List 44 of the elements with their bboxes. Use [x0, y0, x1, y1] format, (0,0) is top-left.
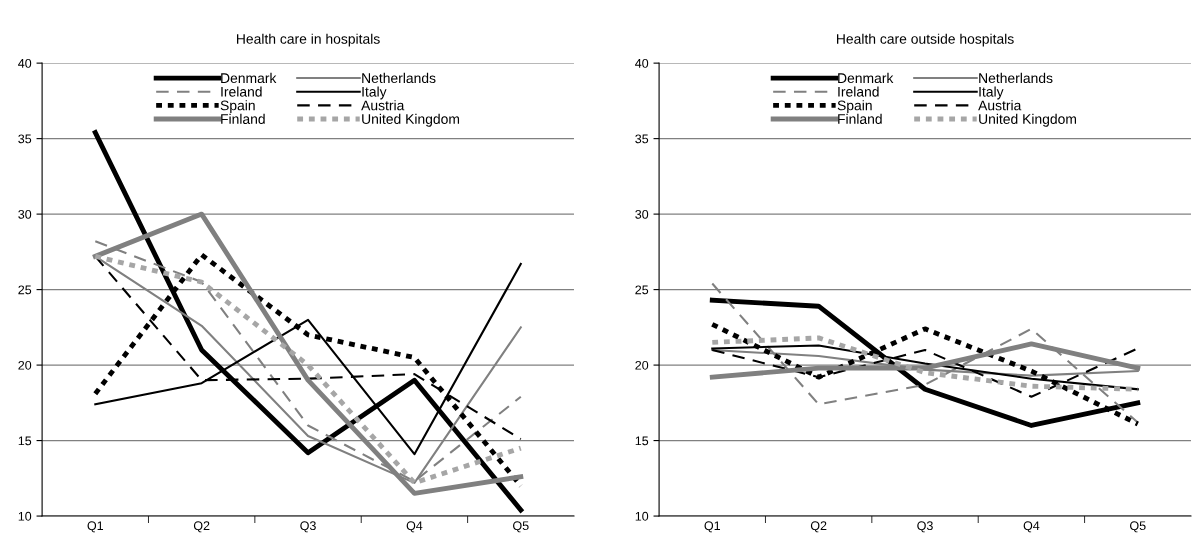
chart-title: Health care outside hospitals	[837, 33, 1014, 47]
y-tick-label: 30	[635, 209, 649, 219]
line-series	[709, 335, 1141, 392]
y-tick-label: 35	[18, 134, 32, 144]
legend-label: United Kingdom	[362, 113, 460, 127]
legend-label: Denmark	[838, 72, 894, 84]
y-tick-label: 25	[635, 285, 649, 295]
legend-label: Netherlands	[362, 72, 436, 84]
legend-label: Spain	[837, 100, 872, 114]
y-tick-label: 40	[18, 58, 32, 68]
y-tick-label: 20	[18, 360, 32, 370]
y-tick-label: 40	[635, 58, 649, 68]
legend-label: Austria	[978, 100, 1022, 111]
legend-label: Finland	[838, 113, 882, 124]
legend-label: Spain	[220, 100, 255, 114]
x-tick-label: Q5	[513, 521, 529, 533]
x-tick-label: Q4	[406, 521, 423, 533]
y-tick-label: 15	[18, 436, 32, 446]
y-tick-label: 30	[18, 209, 32, 219]
legend-label: Austria	[361, 100, 405, 111]
legend-label: Netherlands	[979, 72, 1053, 84]
y-tick-label: 10	[18, 511, 32, 521]
y-tick-label: 35	[635, 134, 649, 144]
legend-label: Italy	[362, 86, 387, 100]
line-series	[92, 130, 524, 513]
legend-label: Italy	[979, 86, 1004, 100]
y-tick-label: 15	[635, 436, 649, 446]
x-tick-label: Q3	[917, 521, 933, 533]
x-tick-label: Q3	[300, 521, 316, 533]
x-tick-label: Q5	[1130, 521, 1146, 533]
x-tick-label: Q1	[87, 521, 104, 533]
y-tick-label: 25	[18, 285, 32, 295]
x-tick-label: Q2	[193, 521, 210, 533]
legend-label: Ireland	[221, 86, 262, 97]
legend-label: Finland	[221, 113, 265, 124]
y-tick-label: 20	[635, 360, 649, 370]
legend-label: Ireland	[838, 86, 879, 97]
x-tick-label: Q1	[704, 521, 720, 533]
x-tick-label: Q4	[1023, 521, 1040, 533]
y-tick-label: 10	[635, 511, 649, 521]
legend-label: Denmark	[221, 72, 277, 84]
x-tick-label: Q2	[810, 521, 827, 533]
legend-label: United Kingdom	[979, 113, 1076, 127]
chart-title: Health care in hospitals	[237, 33, 380, 47]
